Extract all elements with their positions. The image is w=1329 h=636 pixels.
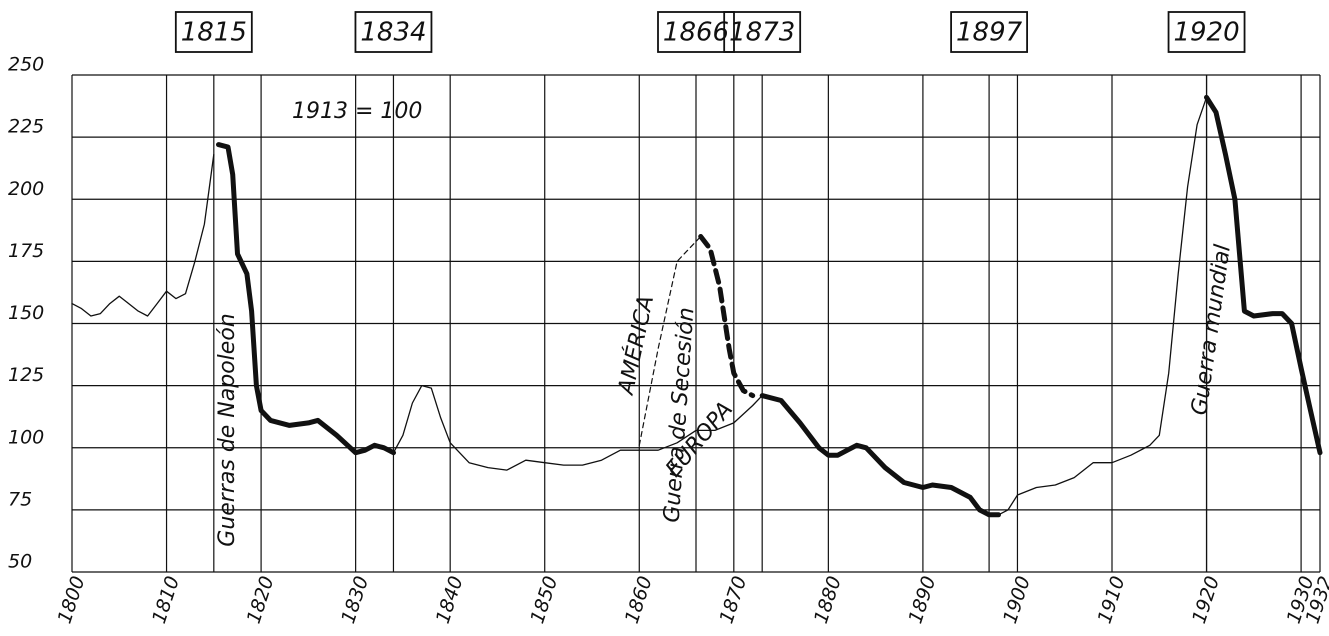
x-tick-label: 1830 [337,573,373,626]
data-line [638,235,702,446]
data-line [216,142,396,456]
marker-box [723,11,802,53]
x-tick-label: 1840 [432,573,468,626]
marker-label: 1815 [181,18,247,48]
x-tick-label: 1800 [54,573,90,626]
y-tick-label: 50 [8,551,32,573]
marker-box [950,11,1028,53]
data-line [698,234,756,399]
annotation: Guerras de Napoleón [215,313,240,546]
data-line [997,96,1208,516]
y-tick-label: 75 [8,488,32,510]
y-tick-label: 250 [8,54,44,76]
marker-label: 1897 [956,18,1023,48]
x-tick-label: 1870 [715,573,751,626]
marker-box [657,11,735,53]
marker-label: 1873 [729,18,795,48]
annotation: Guerra de Secesión [660,307,700,524]
annotation: Guerra mundial [1187,243,1236,417]
annotation: AMÉRICA [612,293,659,398]
marker-label: 1866 [663,18,729,48]
marker-box [1167,11,1246,53]
marker-label: 1834 [360,18,426,48]
x-tick-label: 1920 [1188,573,1224,626]
marker-label: 1920 [1173,18,1239,48]
y-tick-label: 175 [8,240,44,262]
x-tick-label: 1820 [243,573,279,626]
y-tick-label: 200 [8,178,44,200]
x-tick-label: 1890 [905,573,941,626]
x-tick-label: 1810 [148,573,184,626]
x-tick-label: 1850 [526,573,562,626]
y-tick-label: 100 [8,426,44,448]
data-line [1204,94,1323,456]
x-tick-label: 1860 [621,573,657,626]
data-line [392,384,763,471]
x-tick-label: 1900 [999,573,1035,626]
data-line [71,153,215,317]
y-tick-label: 225 [8,116,44,138]
annotation: 1913 = 100 [292,99,422,124]
y-tick-label: 150 [8,302,44,324]
marker-box [354,11,433,53]
y-tick-label: 125 [8,364,44,386]
x-tick-label: 1880 [810,573,846,626]
data-line [759,393,1001,518]
x-tick-label: 1910 [1094,573,1130,626]
marker-box [174,11,253,53]
